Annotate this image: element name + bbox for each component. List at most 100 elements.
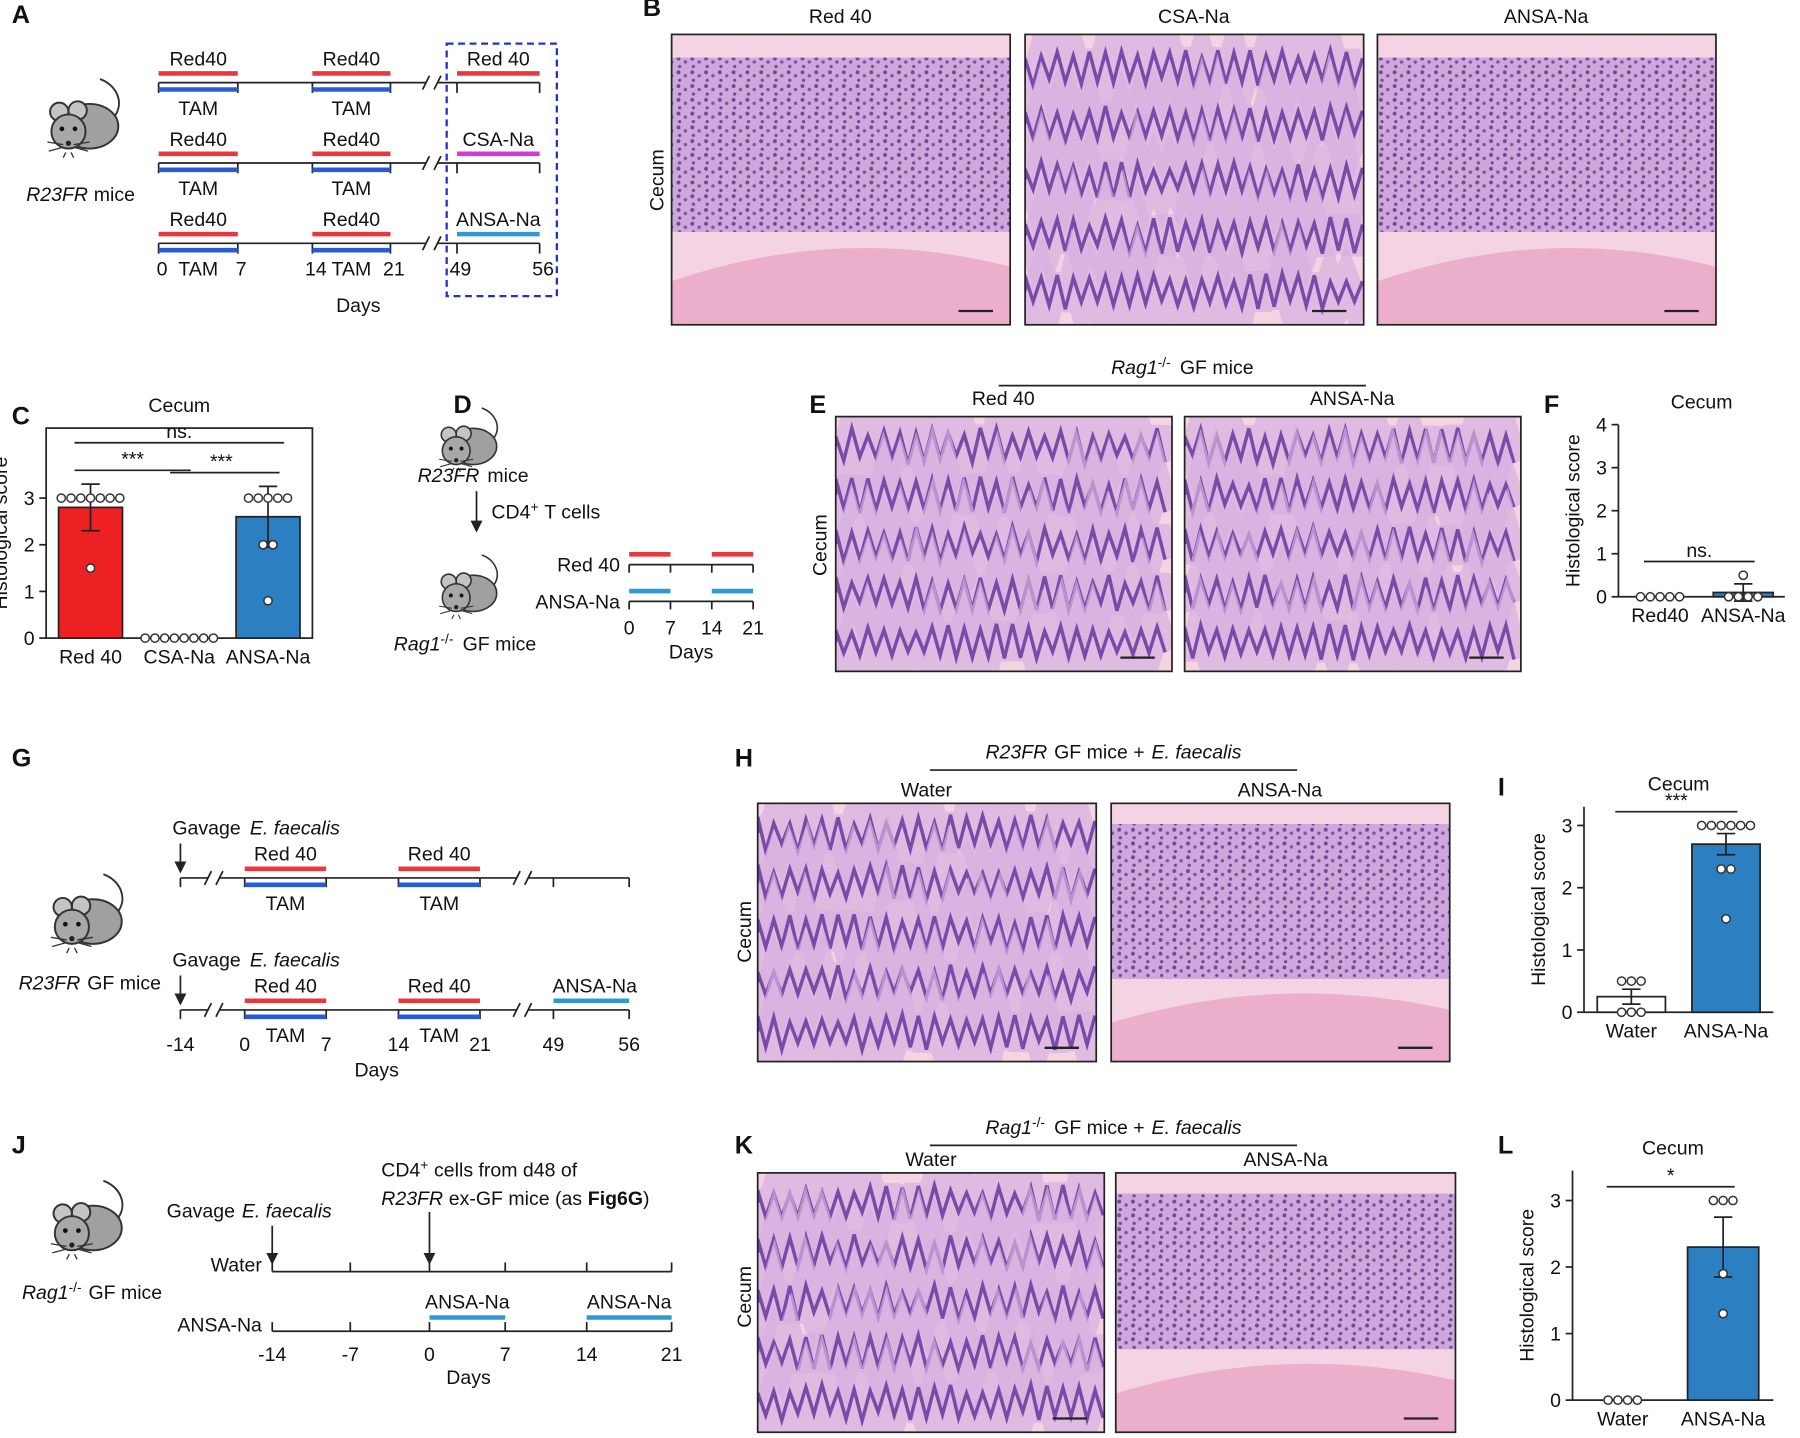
label-part: Gavage [167,1201,235,1223]
label: R23FR mice [26,184,135,206]
data-point [1718,1195,1729,1206]
day-label: 21 [383,258,405,280]
data-point [1674,591,1685,602]
tissue [1377,57,1716,325]
chart-title: Cecum [1648,774,1710,796]
label: Red40 [323,129,381,151]
mouse-icon [46,78,120,159]
x-tick-label: ANSA-Na [226,646,311,668]
data-point [169,633,180,643]
panel-title: ANSA-Na [1310,388,1395,410]
label-part: Fig6G [588,1188,643,1210]
day-label: 21 [742,618,764,640]
y-tick-label: 3 [1562,815,1573,837]
label-part: CD4 [381,1159,420,1181]
data-point [1716,864,1727,874]
label: Cecum [734,901,756,963]
x-tick-label: Water [1597,1408,1649,1430]
micrograph-frame [1376,33,1717,326]
label: CSA-Na [463,129,535,151]
day-label: 14 [701,618,723,640]
data-point [95,493,106,503]
superscript: -/- [69,1280,82,1295]
label-part: ) [643,1188,650,1210]
label-part: GF mice [463,634,537,656]
label: TAM [266,893,306,915]
infiltrate [1111,824,1450,979]
day-label: 7 [665,618,676,640]
infiltrate [1115,1193,1456,1350]
panel-title: Red 40 [809,6,872,28]
axis-break [523,870,533,886]
label: ANSA-Na [425,1291,510,1313]
crypt-line [1025,266,1364,316]
label-part: R23FR [19,972,81,994]
label: R23FR GF mice [19,972,161,994]
crypt-line [757,1007,1097,1057]
panel-title: ANSA-Na [1504,6,1589,28]
data-point [272,493,283,503]
label-part: mice [487,465,528,487]
label-part: E. faecalis [1152,1117,1242,1139]
axis-break [523,1002,533,1018]
y-tick-label: 1 [1550,1323,1561,1345]
data-point [1743,591,1753,602]
label-part: E. faecalis [250,817,340,839]
data-point [1726,864,1736,874]
superscript: -/- [440,631,453,646]
label-part: GF mice [87,972,161,994]
tissue [671,57,1011,325]
day-label: 56 [618,1034,640,1056]
panel-title: CSA-Na [1158,6,1230,28]
y-tick-label: 2 [1596,501,1607,523]
crypt-line [757,908,1097,958]
axis-break [215,1002,224,1018]
label-part: Rag1 [1111,357,1158,379]
day-label: 21 [661,1344,683,1366]
tissue [757,803,1097,1062]
data-point [85,563,96,573]
chart-title: Cecum [148,395,210,417]
panel-title: Red 40 [972,388,1035,410]
y-tick-label: 2 [24,535,35,557]
data-point [282,493,293,503]
y-axis-label: Histological score [0,457,12,610]
axis-break [512,870,521,886]
label-part: Rag1 [394,634,441,656]
crypt-line [757,960,1097,1007]
data-point [263,493,273,503]
label: Gavage E. faecalis [172,949,340,971]
axis-break [421,236,431,251]
axis-break [516,1003,529,1017]
label: TAM [178,178,218,200]
y-tick-label: 2 [1562,878,1573,900]
label: TAM [419,893,459,915]
data-point [1635,591,1646,602]
day-label: 49 [543,1034,565,1056]
label: ANSA-Na [587,1291,672,1313]
micrograph-frame [756,802,1098,1063]
label-part: GF mice + [1054,1117,1144,1139]
panel-letter: E [809,391,826,419]
tissue [1111,824,1450,1062]
day-label: 14 [576,1344,598,1366]
label: Rag1-/- GF mice [1111,355,1253,380]
data-point [1603,1395,1613,1406]
label: ANSA-Na [535,591,620,613]
data-point [56,493,67,503]
panel-title: Water [905,1149,957,1171]
axis-break [207,871,220,885]
label-part: ex-GF mice (as [449,1188,583,1210]
day-label: 0 [239,1034,250,1056]
data-point [1696,820,1707,831]
significance-label: * [1667,1165,1675,1187]
infiltrate [671,57,1011,232]
day-label: 7 [321,1034,332,1056]
panel-title: ANSA-Na [1238,779,1323,801]
micrograph-frame [834,415,1173,673]
data-point [1726,820,1736,831]
axis-break [512,1002,521,1018]
data-point [263,595,273,606]
panel-letter: G [12,745,32,773]
